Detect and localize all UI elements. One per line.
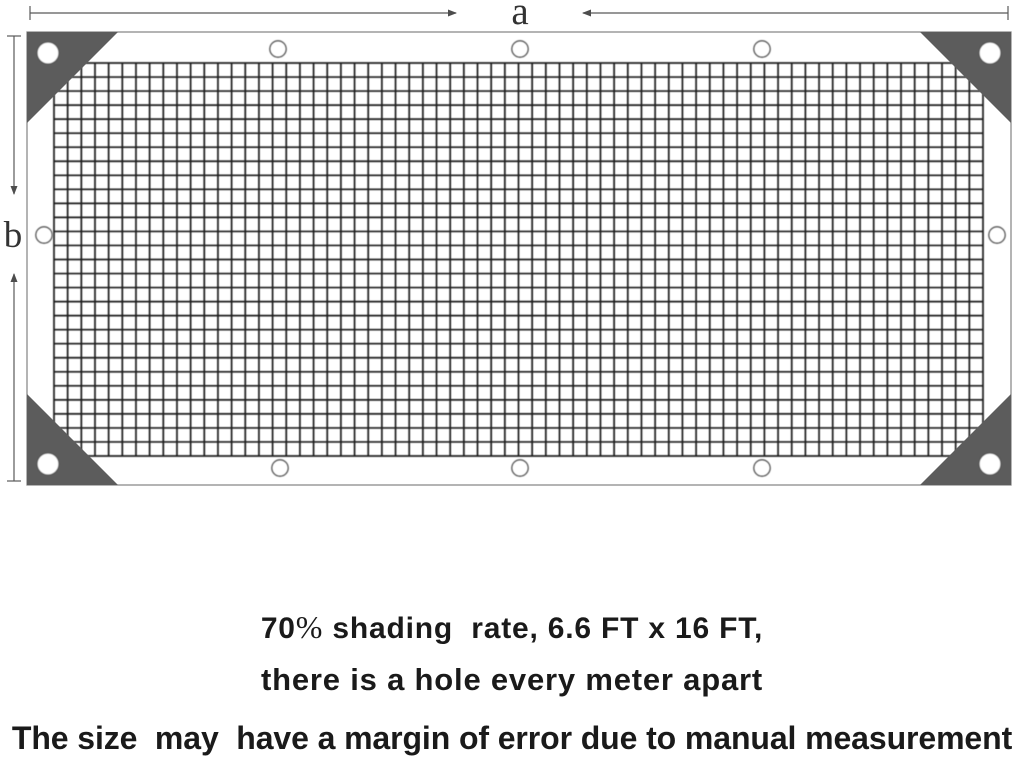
svg-text:a: a (511, 0, 528, 33)
svg-text:b: b (4, 215, 23, 256)
